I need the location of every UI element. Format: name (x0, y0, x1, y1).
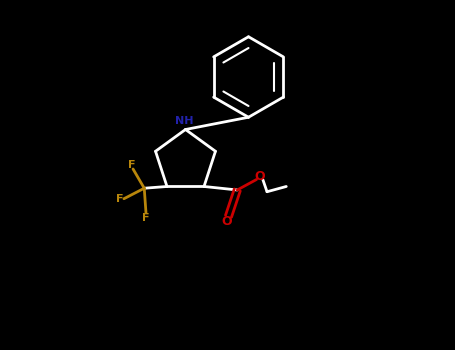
Text: O: O (255, 170, 265, 183)
Text: O: O (222, 215, 232, 228)
Text: F: F (127, 160, 135, 170)
Text: F: F (116, 194, 123, 204)
Text: F: F (142, 213, 150, 223)
Text: NH: NH (175, 116, 194, 126)
